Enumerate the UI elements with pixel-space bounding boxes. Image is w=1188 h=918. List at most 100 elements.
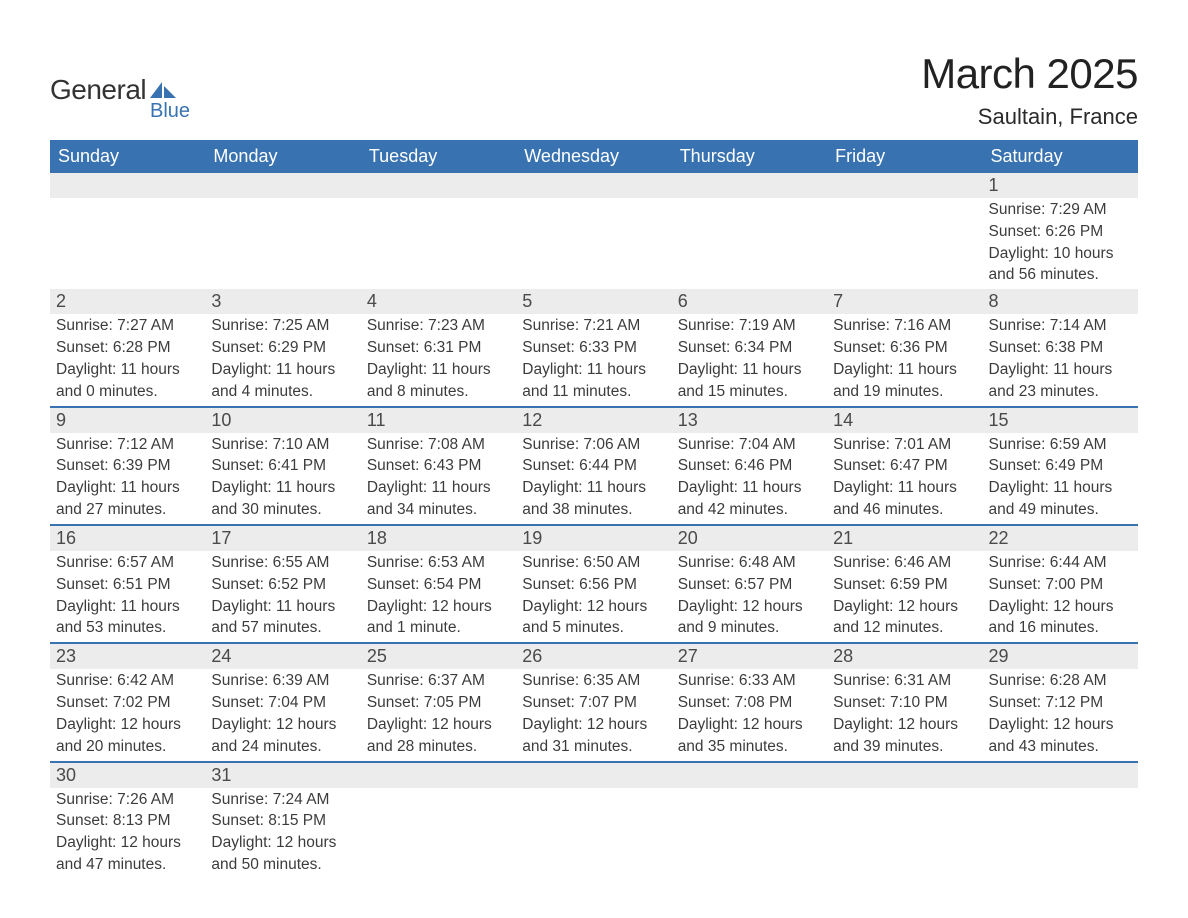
cell-sunrise: Sunrise: 7:01 AM (827, 433, 982, 455)
calendar-cell (361, 762, 516, 879)
cell-daylight1: Daylight: 11 hours (672, 358, 827, 380)
cell-sunset: Sunset: 7:12 PM (983, 691, 1138, 713)
cell-daylight1: Daylight: 11 hours (50, 476, 205, 498)
calendar-cell (516, 173, 671, 289)
cell-sunrise: Sunrise: 7:23 AM (361, 314, 516, 336)
cell-daylight2: and 34 minutes. (361, 498, 516, 520)
cell-sunset: Sunset: 6:52 PM (205, 573, 360, 595)
day-header: Saturday (983, 140, 1138, 173)
cell-sunrise: Sunrise: 6:48 AM (672, 551, 827, 573)
cell-daylight1: Daylight: 11 hours (983, 358, 1138, 380)
cell-daylight2: and 24 minutes. (205, 735, 360, 757)
cell-daylight1: Daylight: 11 hours (50, 595, 205, 617)
cell-daylight1: Daylight: 11 hours (205, 358, 360, 380)
day-header: Sunday (50, 140, 205, 173)
calendar-week-row: 16Sunrise: 6:57 AMSunset: 6:51 PMDayligh… (50, 525, 1138, 643)
calendar-cell (205, 173, 360, 289)
cell-sunset: Sunset: 6:41 PM (205, 454, 360, 476)
calendar-cell (983, 762, 1138, 879)
cell-daylight1: Daylight: 11 hours (361, 358, 516, 380)
day-number: 17 (205, 526, 360, 551)
calendar-cell: 20Sunrise: 6:48 AMSunset: 6:57 PMDayligh… (672, 525, 827, 643)
cell-sunset: Sunset: 6:33 PM (516, 336, 671, 358)
cell-daylight2: and 0 minutes. (50, 380, 205, 402)
cell-daylight1: Daylight: 12 hours (50, 713, 205, 735)
day-number: 22 (983, 526, 1138, 551)
day-number: 20 (672, 526, 827, 551)
day-number-bar (827, 763, 982, 788)
cell-daylight1: Daylight: 12 hours (672, 713, 827, 735)
day-number-bar (672, 173, 827, 198)
cell-daylight2: and 12 minutes. (827, 616, 982, 638)
cell-sunset: Sunset: 7:05 PM (361, 691, 516, 713)
calendar-cell: 15Sunrise: 6:59 AMSunset: 6:49 PMDayligh… (983, 407, 1138, 525)
cell-daylight2: and 4 minutes. (205, 380, 360, 402)
cell-daylight2: and 46 minutes. (827, 498, 982, 520)
cell-sunset: Sunset: 6:39 PM (50, 454, 205, 476)
cell-sunset: Sunset: 6:47 PM (827, 454, 982, 476)
day-number: 11 (361, 408, 516, 433)
cell-daylight1: Daylight: 11 hours (205, 595, 360, 617)
cell-daylight2: and 35 minutes. (672, 735, 827, 757)
cell-daylight2: and 56 minutes. (983, 263, 1138, 285)
cell-daylight2: and 47 minutes. (50, 853, 205, 875)
calendar-cell (50, 173, 205, 289)
cell-sunrise: Sunrise: 6:44 AM (983, 551, 1138, 573)
cell-daylight1: Daylight: 11 hours (827, 476, 982, 498)
cell-daylight2: and 1 minute. (361, 616, 516, 638)
cell-daylight2: and 42 minutes. (672, 498, 827, 520)
calendar-body: 1Sunrise: 7:29 AMSunset: 6:26 PMDaylight… (50, 173, 1138, 879)
cell-daylight2: and 43 minutes. (983, 735, 1138, 757)
calendar-cell: 14Sunrise: 7:01 AMSunset: 6:47 PMDayligh… (827, 407, 982, 525)
cell-sunrise: Sunrise: 6:55 AM (205, 551, 360, 573)
logo-general-text: General (50, 74, 146, 106)
day-number-bar (361, 763, 516, 788)
day-number: 26 (516, 644, 671, 669)
cell-sunrise: Sunrise: 6:28 AM (983, 669, 1138, 691)
calendar-cell: 22Sunrise: 6:44 AMSunset: 7:00 PMDayligh… (983, 525, 1138, 643)
cell-daylight1: Daylight: 11 hours (516, 358, 671, 380)
calendar-cell: 31Sunrise: 7:24 AMSunset: 8:15 PMDayligh… (205, 762, 360, 879)
cell-sunset: Sunset: 6:59 PM (827, 573, 982, 595)
logo-blue-text: Blue (150, 100, 190, 123)
day-number: 14 (827, 408, 982, 433)
day-number: 5 (516, 289, 671, 314)
cell-sunrise: Sunrise: 6:35 AM (516, 669, 671, 691)
calendar-cell: 8Sunrise: 7:14 AMSunset: 6:38 PMDaylight… (983, 289, 1138, 406)
cell-sunset: Sunset: 6:54 PM (361, 573, 516, 595)
cell-sunset: Sunset: 7:00 PM (983, 573, 1138, 595)
cell-sunset: Sunset: 6:34 PM (672, 336, 827, 358)
cell-sunrise: Sunrise: 6:50 AM (516, 551, 671, 573)
day-header: Tuesday (361, 140, 516, 173)
cell-daylight2: and 23 minutes. (983, 380, 1138, 402)
cell-daylight1: Daylight: 12 hours (516, 595, 671, 617)
cell-daylight1: Daylight: 12 hours (205, 713, 360, 735)
calendar-cell: 17Sunrise: 6:55 AMSunset: 6:52 PMDayligh… (205, 525, 360, 643)
cell-daylight1: Daylight: 12 hours (983, 713, 1138, 735)
logo: General Blue (50, 74, 190, 123)
calendar-cell: 24Sunrise: 6:39 AMSunset: 7:04 PMDayligh… (205, 643, 360, 761)
cell-sunrise: Sunrise: 6:42 AM (50, 669, 205, 691)
cell-daylight1: Daylight: 11 hours (672, 476, 827, 498)
day-number: 7 (827, 289, 982, 314)
cell-daylight2: and 19 minutes. (827, 380, 982, 402)
cell-daylight1: Daylight: 11 hours (827, 358, 982, 380)
cell-daylight1: Daylight: 12 hours (50, 831, 205, 853)
day-number: 30 (50, 763, 205, 788)
day-number: 31 (205, 763, 360, 788)
day-number: 12 (516, 408, 671, 433)
cell-daylight1: Daylight: 12 hours (516, 713, 671, 735)
calendar-cell: 2Sunrise: 7:27 AMSunset: 6:28 PMDaylight… (50, 289, 205, 406)
cell-daylight1: Daylight: 10 hours (983, 242, 1138, 264)
calendar-cell (672, 173, 827, 289)
cell-daylight1: Daylight: 11 hours (983, 476, 1138, 498)
day-number: 3 (205, 289, 360, 314)
day-number: 8 (983, 289, 1138, 314)
cell-sunrise: Sunrise: 7:12 AM (50, 433, 205, 455)
cell-daylight1: Daylight: 12 hours (205, 831, 360, 853)
calendar-header-row: SundayMondayTuesdayWednesdayThursdayFrid… (50, 140, 1138, 173)
location-text: Saultain, France (921, 104, 1138, 130)
day-number: 16 (50, 526, 205, 551)
cell-daylight2: and 50 minutes. (205, 853, 360, 875)
cell-sunset: Sunset: 6:31 PM (361, 336, 516, 358)
